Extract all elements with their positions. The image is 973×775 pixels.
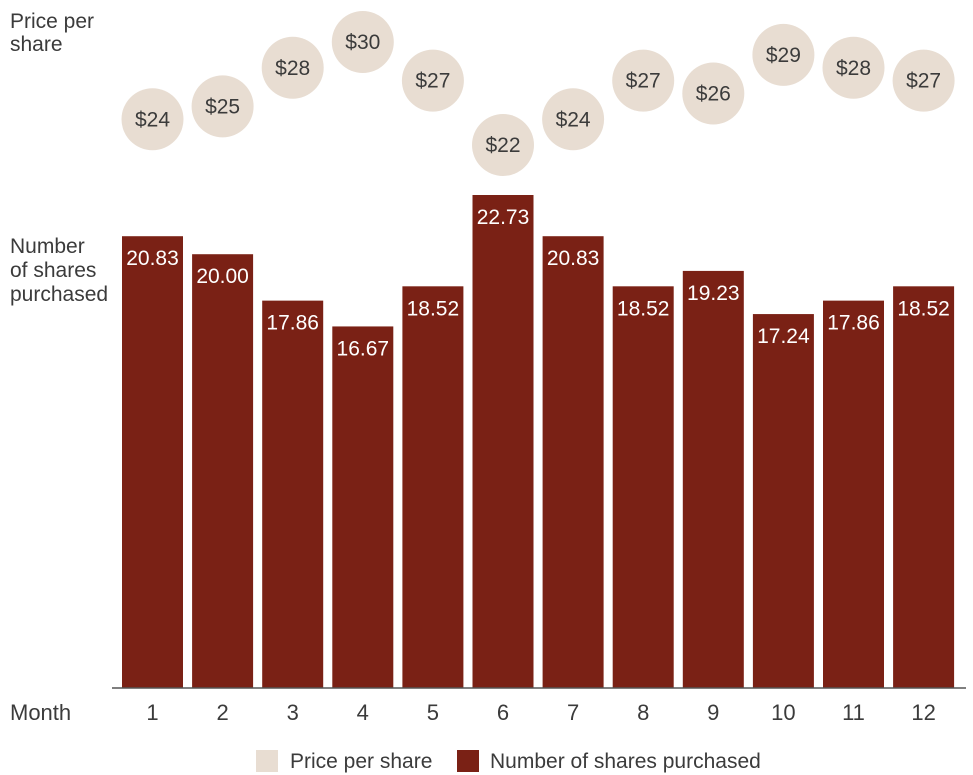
share-bar bbox=[542, 236, 604, 689]
share-bar bbox=[823, 300, 884, 688]
share-bar bbox=[192, 254, 254, 689]
legend-label-price: Price per share bbox=[290, 750, 432, 773]
price-bubble bbox=[542, 88, 605, 151]
price-bubble-label: $24 bbox=[556, 108, 591, 131]
x-axis-label: Month bbox=[10, 700, 71, 725]
price-bubble bbox=[191, 75, 254, 138]
share-bar bbox=[752, 314, 814, 688]
price-bubble-label: $22 bbox=[485, 134, 520, 157]
price-bubble-label: $30 bbox=[345, 31, 380, 54]
x-tick-label: 8 bbox=[637, 700, 649, 725]
shares-axis-label-line-3: purchased bbox=[10, 283, 108, 306]
share-bar-label: 22.73 bbox=[477, 206, 530, 229]
price-bubble bbox=[892, 49, 955, 112]
x-tick-label: 7 bbox=[567, 700, 579, 725]
x-tick-label: 9 bbox=[707, 700, 719, 725]
share-bar-label: 16.67 bbox=[337, 337, 390, 360]
price-bubble-label: $27 bbox=[626, 70, 661, 93]
legend-label-shares: Number of shares purchased bbox=[490, 750, 761, 773]
price-axis-label: Price per share bbox=[10, 10, 100, 56]
share-bar bbox=[472, 195, 534, 688]
price-bubbles: $24 $25 $28 $30 $27 $22 $24 $27 $26 $29 $28 $27 bbox=[121, 11, 955, 176]
share-bar-label: 18.52 bbox=[897, 297, 950, 320]
share-bar bbox=[682, 270, 744, 688]
x-tick-label: 4 bbox=[357, 700, 369, 725]
share-bar-label: 19.23 bbox=[687, 282, 740, 305]
x-tick-label: 10 bbox=[771, 700, 795, 725]
share-bars: 20.83 20.00 17.86 16.67 18.52 22.73 20.83 18.52… bbox=[122, 195, 955, 689]
share-bar bbox=[402, 286, 464, 688]
share-bar-label: 20.83 bbox=[547, 247, 600, 270]
legend-swatch-price bbox=[256, 750, 278, 772]
share-bar bbox=[893, 286, 955, 688]
price-bubble bbox=[682, 62, 745, 125]
x-tick-label: 11 bbox=[842, 700, 865, 725]
share-bar-label: 17.24 bbox=[757, 325, 810, 348]
price-bubble bbox=[331, 11, 394, 73]
price-bubble-label: $28 bbox=[836, 57, 871, 80]
price-axis-label-line-1: Price per bbox=[10, 10, 94, 33]
shares-axis-label: Number of shares purchased bbox=[10, 235, 108, 306]
share-bar-label: 17.86 bbox=[266, 312, 319, 335]
price-bubble-label: $27 bbox=[906, 70, 941, 93]
legend-swatch-shares bbox=[457, 750, 479, 772]
share-bar-label: 17.86 bbox=[827, 312, 880, 335]
x-tick-label: 2 bbox=[216, 700, 228, 725]
x-tick-label: 5 bbox=[427, 700, 439, 725]
price-bubble-label: $27 bbox=[415, 70, 450, 93]
legend: Price per share Number of shares purchas… bbox=[256, 750, 761, 773]
price-bubble bbox=[752, 23, 815, 86]
shares-axis-label-line-1: Number bbox=[10, 235, 85, 258]
share-bar bbox=[612, 286, 674, 688]
share-bar-label: 18.52 bbox=[617, 297, 670, 320]
price-bubble bbox=[121, 88, 184, 151]
x-tick-label: 3 bbox=[287, 700, 299, 725]
price-bubble bbox=[261, 36, 324, 99]
price-bubble-label: $26 bbox=[696, 83, 731, 106]
x-tick-label: 12 bbox=[911, 700, 935, 725]
price-bubble bbox=[401, 49, 464, 112]
price-bubble-label: $24 bbox=[135, 108, 170, 131]
share-bar-label: 20.00 bbox=[196, 265, 249, 288]
price-bubble-label: $28 bbox=[275, 57, 310, 80]
share-bar-label: 18.52 bbox=[407, 297, 460, 320]
x-tick-label: 6 bbox=[497, 700, 509, 725]
price-bubble bbox=[822, 36, 885, 99]
share-bar-label: 20.83 bbox=[126, 247, 179, 270]
price-bubble-label: $29 bbox=[766, 44, 801, 67]
price-axis-label-line-2: share bbox=[10, 33, 63, 56]
share-bar bbox=[122, 236, 183, 689]
x-axis-ticks: 1 2 3 4 5 6 7 8 9 10 11 12 bbox=[146, 700, 935, 725]
price-bubble-label: $25 bbox=[205, 95, 240, 118]
shares-axis-label-line-2: of shares bbox=[10, 259, 96, 282]
price-bubble bbox=[612, 49, 675, 112]
x-tick-label: 1 bbox=[146, 700, 158, 725]
share-bar bbox=[332, 326, 394, 688]
price-bubble bbox=[472, 114, 534, 176]
share-bar bbox=[262, 300, 324, 688]
